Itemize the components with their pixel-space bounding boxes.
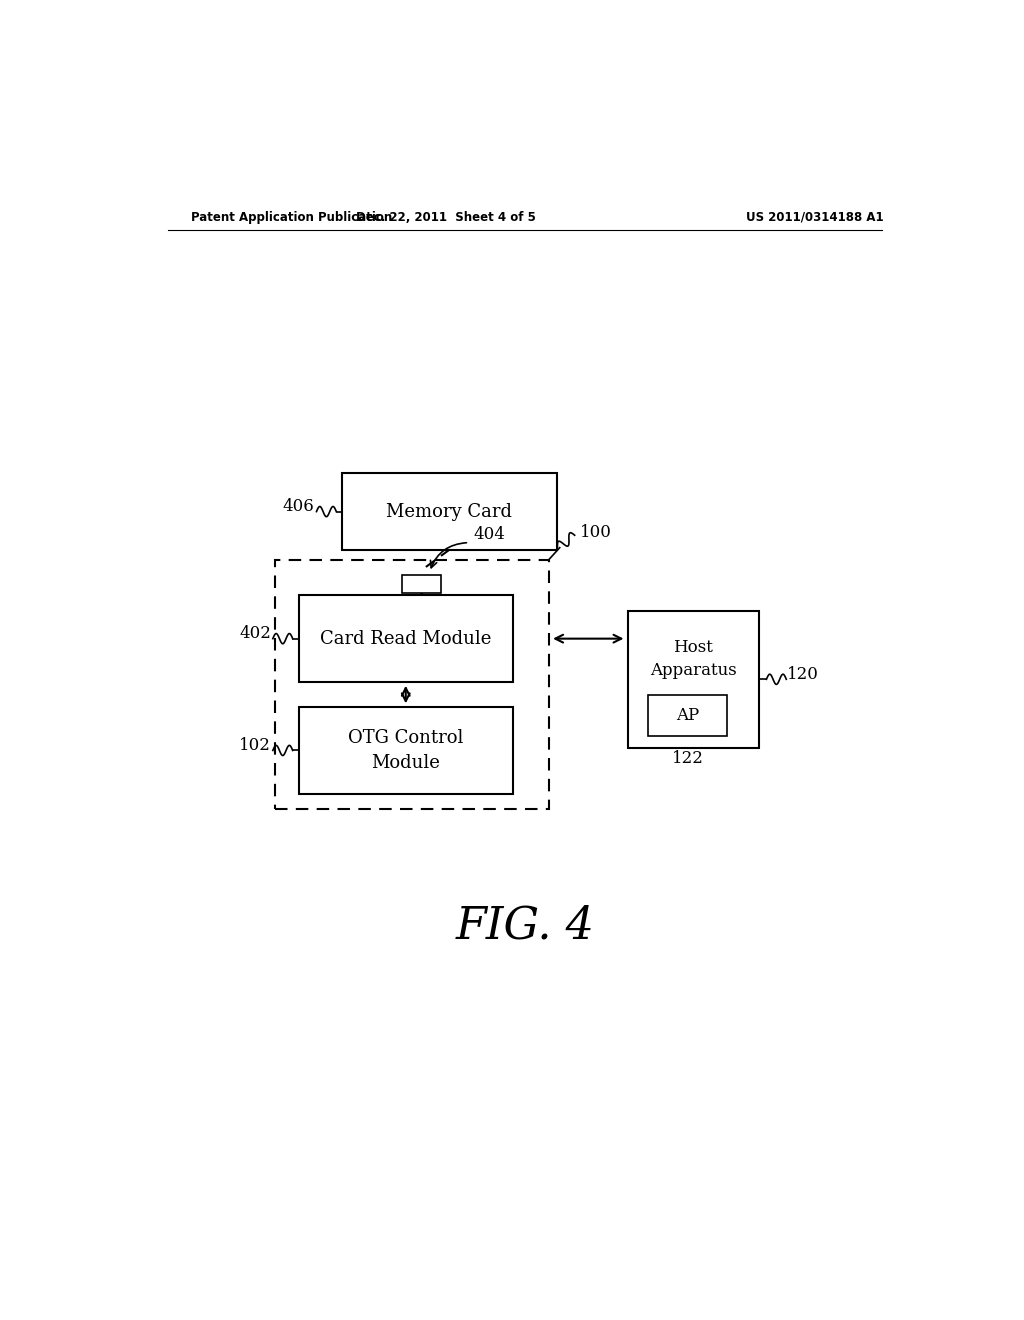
Text: 406: 406: [283, 498, 314, 515]
Text: Dec. 22, 2011  Sheet 4 of 5: Dec. 22, 2011 Sheet 4 of 5: [355, 211, 536, 224]
Text: AP: AP: [676, 708, 699, 723]
Text: 402: 402: [240, 626, 271, 642]
Text: 120: 120: [786, 665, 818, 682]
Text: US 2011/0314188 A1: US 2011/0314188 A1: [745, 211, 884, 224]
Text: Memory Card: Memory Card: [386, 503, 512, 520]
Bar: [342, 474, 557, 549]
Text: Card Read Module: Card Read Module: [321, 630, 492, 648]
Text: 404: 404: [473, 525, 505, 543]
Text: OTG Control
Module: OTG Control Module: [348, 729, 464, 772]
Text: 102: 102: [240, 737, 271, 754]
Text: FIG. 4: FIG. 4: [456, 904, 594, 948]
Bar: [299, 708, 513, 793]
Text: Patent Application Publication: Patent Application Publication: [191, 211, 393, 224]
Bar: [401, 576, 441, 594]
Bar: [299, 595, 513, 682]
Text: Host
Apparatus: Host Apparatus: [650, 639, 737, 680]
Bar: [274, 560, 549, 809]
Bar: [648, 696, 727, 735]
Text: 122: 122: [672, 750, 703, 767]
Text: 100: 100: [581, 524, 612, 541]
Bar: [628, 611, 759, 748]
